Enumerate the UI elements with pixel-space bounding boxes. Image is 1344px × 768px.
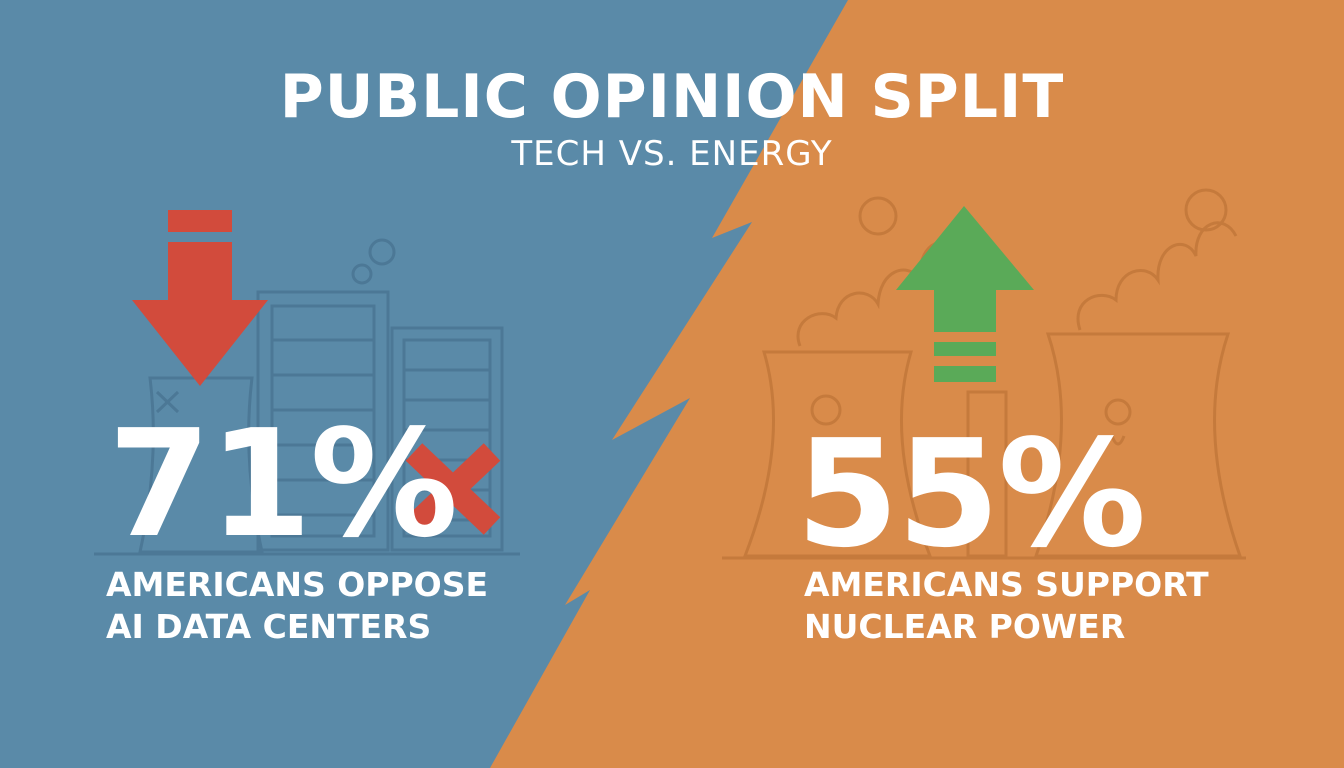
support-caption-line1: AMERICANS SUPPORT: [804, 565, 1209, 604]
support-caption-line2: NUCLEAR POWER: [804, 607, 1126, 646]
down-arrow-icon: [132, 210, 268, 386]
support-caption: AMERICANS SUPPORT NUCLEAR POWER: [804, 564, 1209, 648]
support-percentage: 55%: [796, 408, 1146, 580]
nuclear-plant-illustration: [722, 188, 1246, 560]
up-arrow-icon: [896, 206, 1034, 382]
oppose-caption-line2: AI DATA CENTERS: [106, 607, 432, 646]
oppose-caption: AMERICANS OPPOSE AI DATA CENTERS: [106, 564, 488, 648]
page-subtitle: TECH VS. ENERGY: [511, 134, 833, 174]
x-mark-icon: [405, 443, 501, 535]
page-title: PUBLIC OPINION SPLIT: [279, 62, 1065, 132]
data-center-illustration: [94, 238, 520, 556]
oppose-percentage: 71%: [108, 398, 458, 570]
right-panel: [490, 0, 1344, 768]
oppose-caption-line1: AMERICANS OPPOSE: [106, 565, 489, 604]
